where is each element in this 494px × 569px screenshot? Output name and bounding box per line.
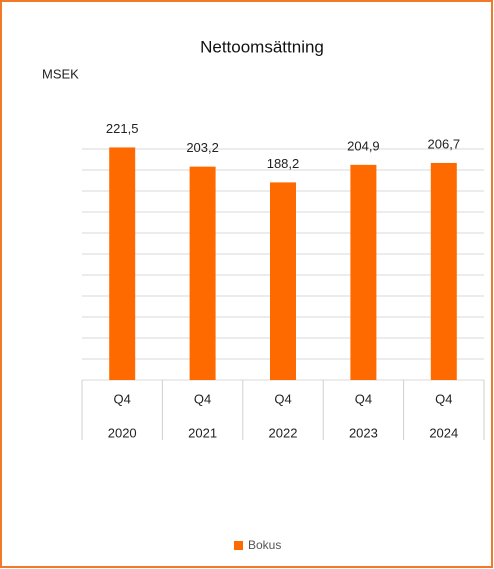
data-label: 188,2 — [267, 156, 300, 171]
data-label: 203,2 — [186, 140, 219, 155]
x-group-label: 2023 — [349, 425, 378, 440]
x-group-label: 2021 — [188, 425, 217, 440]
data-label: 206,7 — [428, 136, 461, 151]
bar — [189, 166, 216, 380]
legend-label: Bokus — [248, 538, 281, 552]
x-tick-label: Q4 — [435, 391, 452, 406]
x-group-label: 2024 — [429, 425, 458, 440]
bar — [350, 164, 377, 380]
bar — [270, 182, 296, 380]
bar — [430, 162, 457, 380]
x-tick-label: Q4 — [194, 391, 211, 406]
chart-title: Nettoomsättning — [200, 37, 324, 56]
x-tick-label: Q4 — [274, 391, 291, 406]
y-axis-label: MSEK — [42, 66, 79, 81]
x-tick-label: Q4 — [114, 391, 131, 406]
x-group-label: 2022 — [269, 425, 298, 440]
x-group-label: 2020 — [108, 425, 137, 440]
data-label: 221,5 — [106, 121, 139, 136]
legend-swatch — [234, 541, 243, 550]
bar — [109, 147, 136, 380]
data-label: 204,9 — [347, 138, 380, 153]
x-tick-label: Q4 — [355, 391, 372, 406]
